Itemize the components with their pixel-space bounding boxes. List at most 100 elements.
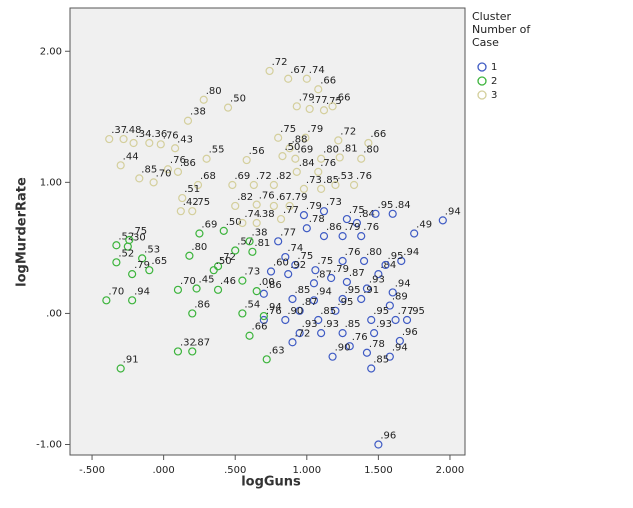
point: [328, 102, 337, 111]
point-label: .78: [369, 339, 385, 350]
point: [262, 355, 271, 364]
point: [367, 364, 376, 373]
point: [291, 260, 300, 270]
y-axis-title: logMurderRate: [15, 177, 30, 287]
point: [314, 167, 323, 176]
point: [183, 116, 193, 125]
point: [112, 241, 121, 250]
point: [138, 254, 147, 263]
point-label: .85: [141, 164, 157, 175]
point-label: .44: [123, 151, 139, 162]
point-label: .86: [266, 280, 282, 291]
point: [202, 154, 211, 163]
point-label: .88: [292, 134, 308, 145]
point-label: .75: [194, 197, 210, 208]
point-label: .90: [335, 343, 351, 354]
point-label: .78: [309, 214, 325, 225]
point: [317, 154, 326, 163]
point-label: .48: [126, 125, 142, 136]
legend-marker: [477, 90, 487, 100]
point: [173, 347, 183, 356]
point-label: .86: [326, 222, 342, 233]
point-label: .77: [280, 227, 296, 238]
point: [178, 193, 187, 203]
plot-area: [69, 7, 466, 456]
point: [357, 154, 366, 163]
point-label: .86: [194, 299, 210, 310]
point-label: .50: [226, 217, 242, 228]
point-label: .72: [340, 126, 356, 137]
point: [311, 266, 320, 275]
point: [238, 218, 247, 228]
point: [364, 138, 373, 148]
point-label: .55: [209, 145, 225, 156]
point: [285, 144, 294, 153]
point-label: .75: [131, 226, 147, 237]
point: [105, 134, 114, 144]
point-label: .72: [294, 328, 310, 339]
point-label: .79: [306, 201, 322, 212]
point-label: .52: [118, 231, 134, 242]
point: [149, 178, 158, 187]
point: [352, 218, 362, 228]
point: [238, 276, 247, 285]
point: [359, 256, 369, 266]
point: [319, 106, 329, 115]
point: [252, 200, 261, 209]
point-label: .80: [323, 145, 339, 156]
point-label: .77: [398, 306, 414, 317]
point: [314, 315, 323, 325]
point: [317, 184, 326, 193]
point-label: .86: [180, 158, 196, 169]
point-label: .75: [297, 251, 313, 262]
point: [125, 235, 134, 245]
point: [209, 266, 218, 275]
point-label: .75: [280, 124, 296, 135]
point-label: .85: [323, 175, 339, 186]
legend-marker: [477, 76, 487, 86]
point: [397, 256, 406, 266]
point: [302, 224, 311, 233]
point-label: .82: [276, 171, 292, 182]
point-label: .34: [136, 129, 152, 140]
point-label: .75: [317, 256, 333, 267]
point: [395, 336, 404, 346]
point-label: .84: [299, 158, 315, 169]
point: [345, 342, 354, 351]
point: [327, 273, 336, 283]
point: [295, 306, 304, 315]
point: [156, 140, 165, 149]
point-label: .95: [409, 306, 425, 317]
point-label: .72: [220, 252, 236, 263]
point: [231, 246, 240, 255]
point-label: .38: [190, 107, 206, 118]
point: [112, 258, 121, 267]
point: [292, 167, 301, 176]
point: [195, 229, 204, 238]
point: [391, 315, 400, 325]
point: [319, 231, 329, 241]
point-label: .77: [283, 205, 299, 216]
point-label: .49: [416, 219, 432, 230]
point: [188, 347, 197, 356]
point: [288, 294, 297, 304]
point: [302, 74, 311, 83]
point-label: .94: [316, 286, 332, 297]
point-label: .95: [373, 306, 389, 317]
point: [238, 309, 247, 318]
point: [357, 294, 366, 304]
point-label: .75: [349, 205, 365, 216]
point-label: .94: [266, 302, 282, 313]
point-label: .94: [392, 343, 408, 354]
point-label: .93: [323, 319, 339, 330]
legend-label: 1: [491, 62, 497, 73]
x-tick-label: .000: [152, 465, 174, 476]
point-label: .76: [352, 332, 368, 343]
point: [173, 167, 183, 176]
x-tick-label: -.500: [79, 465, 105, 476]
point-label: .76: [356, 171, 372, 182]
point-label: .00: [259, 277, 275, 288]
point: [305, 104, 314, 114]
point-label: .91: [363, 285, 379, 296]
point-label: .81: [254, 238, 270, 249]
